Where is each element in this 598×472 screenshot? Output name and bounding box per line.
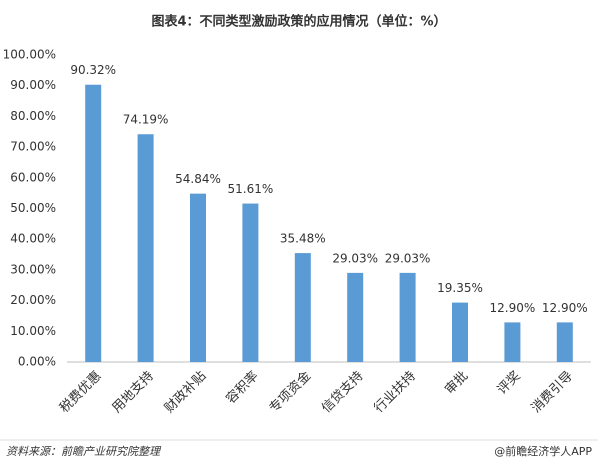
- credit: @前瞻经济学人APP: [494, 444, 592, 458]
- bar: [399, 272, 416, 362]
- value-label: 12.90%: [542, 301, 588, 315]
- y-tick-label: 50.00%: [10, 201, 56, 215]
- x-tick-label: 审批: [442, 369, 471, 398]
- y-tick-label: 90.00%: [10, 78, 56, 92]
- bar: [85, 84, 102, 363]
- y-tick-label: 100.00%: [3, 48, 56, 62]
- value-label: 19.35%: [437, 281, 483, 295]
- bar: [137, 134, 154, 362]
- y-tick-label: 20.00%: [10, 293, 56, 307]
- x-tick-label: 行业扶持: [372, 369, 419, 416]
- value-label: 54.84%: [175, 172, 221, 186]
- bar: [190, 193, 206, 362]
- value-label: 29.03%: [385, 251, 431, 265]
- x-tick-label: 评奖: [495, 369, 524, 398]
- source-note: 资料来源：前瞻产业研究院整理: [6, 445, 162, 458]
- x-tick-label: 容积率: [223, 368, 262, 407]
- y-tick-label: 40.00%: [10, 232, 56, 246]
- y-tick-label: 10.00%: [10, 324, 56, 338]
- value-label: 74.19%: [123, 113, 169, 127]
- x-tick-label: 信贷支持: [319, 369, 366, 416]
- x-tick-label: 用地支持: [110, 369, 157, 416]
- bar: [242, 203, 259, 362]
- x-tick-label: 消费引导: [529, 369, 576, 416]
- x-tick-label: 财政补贴: [162, 369, 209, 416]
- bar: [504, 322, 521, 362]
- value-label: 90.32%: [70, 63, 116, 77]
- y-tick-label: 60.00%: [10, 170, 56, 184]
- bar: [452, 302, 468, 362]
- bar: [556, 322, 573, 362]
- value-label: 51.61%: [228, 182, 274, 196]
- bar: [294, 253, 311, 362]
- chart-title: 图表4：不同类型激励政策的应用情况（单位：%）: [151, 14, 446, 30]
- y-tick-label: 30.00%: [10, 262, 56, 276]
- y-tick-label: 80.00%: [10, 109, 56, 123]
- bar: [347, 272, 364, 362]
- value-label: 12.90%: [490, 301, 536, 315]
- x-tick-label: 专项资金: [266, 368, 314, 416]
- value-label: 29.03%: [332, 251, 378, 265]
- x-tick-label: 税费优惠: [57, 369, 104, 416]
- y-tick-label: 70.00%: [10, 140, 56, 154]
- value-label: 35.48%: [280, 232, 326, 246]
- y-tick-label: 0.00%: [18, 355, 56, 369]
